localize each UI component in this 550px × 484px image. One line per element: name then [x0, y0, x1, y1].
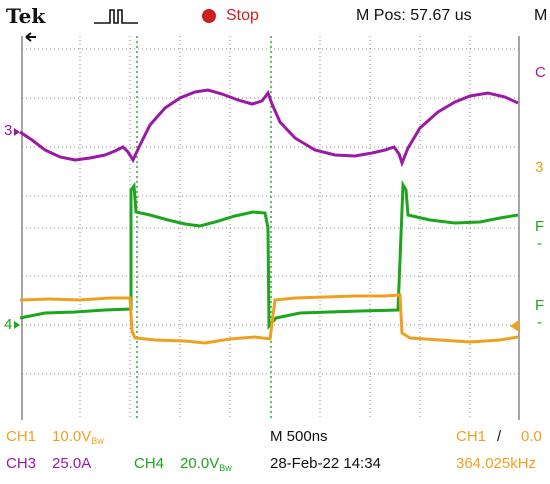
- trigger-waveform-icon: [94, 9, 138, 24]
- ch1-voltage-trace: [19, 293, 519, 345]
- ch3-current-trace: [19, 88, 519, 168]
- date-time: 28-Feb-22 14:34: [270, 455, 381, 472]
- brand-logo: Tek: [6, 4, 46, 28]
- menu-label: M: [534, 7, 548, 24]
- timebase: M 500ns: [270, 428, 328, 445]
- stop-indicator-icon: [202, 9, 216, 23]
- side-menu-f1[interactable]: F: [535, 218, 545, 235]
- ch4-marker-label: 4: [4, 316, 13, 333]
- ch4-bandwidth-limit: Bw: [219, 463, 232, 473]
- ch1-scale-value: 10.0V: [52, 428, 92, 445]
- ch3-marker-label: 3: [4, 122, 13, 139]
- horizontal-position: M Pos: 57.67 us: [356, 7, 472, 24]
- scope-display: [14, 32, 520, 420]
- side-menu-f2[interactable]: F: [535, 297, 545, 314]
- trigger-level: 0.0: [521, 428, 542, 445]
- side-menu-f2-dash: -: [537, 314, 542, 331]
- ch4-label: CH4: [134, 455, 165, 472]
- ch4-ground-marker-icon[interactable]: [14, 321, 20, 329]
- trigger-slope-icon: /: [497, 428, 502, 445]
- trigger-source: CH1: [456, 428, 487, 445]
- side-menu-c[interactable]: C: [535, 64, 546, 81]
- ch4-scale: 20.0VBw: [180, 455, 232, 473]
- trigger-position-marker-icon[interactable]: [25, 32, 36, 42]
- ch4-voltage-trace: [19, 179, 519, 330]
- ch3-ground-marker-icon[interactable]: [14, 128, 20, 136]
- ch1-label: CH1: [6, 428, 37, 445]
- side-menu-3[interactable]: 3: [535, 159, 544, 176]
- ch3-scale: 25.0A: [52, 455, 92, 472]
- top-status-bar: Tek Stop M Pos: 57.67 us M: [0, 0, 550, 32]
- run-state: Stop: [226, 7, 259, 24]
- trigger-frequency: 364.025kHz: [456, 455, 537, 472]
- ch1-ground-marker-icon[interactable]: [510, 320, 519, 332]
- ch4-scale-value: 20.0V: [180, 455, 220, 472]
- ch1-scale: 10.0VBw: [52, 428, 104, 446]
- side-menu-f1-dash: -: [537, 235, 542, 252]
- ch3-label: CH3: [6, 455, 37, 472]
- ch1-bandwidth-limit: Bw: [91, 436, 104, 446]
